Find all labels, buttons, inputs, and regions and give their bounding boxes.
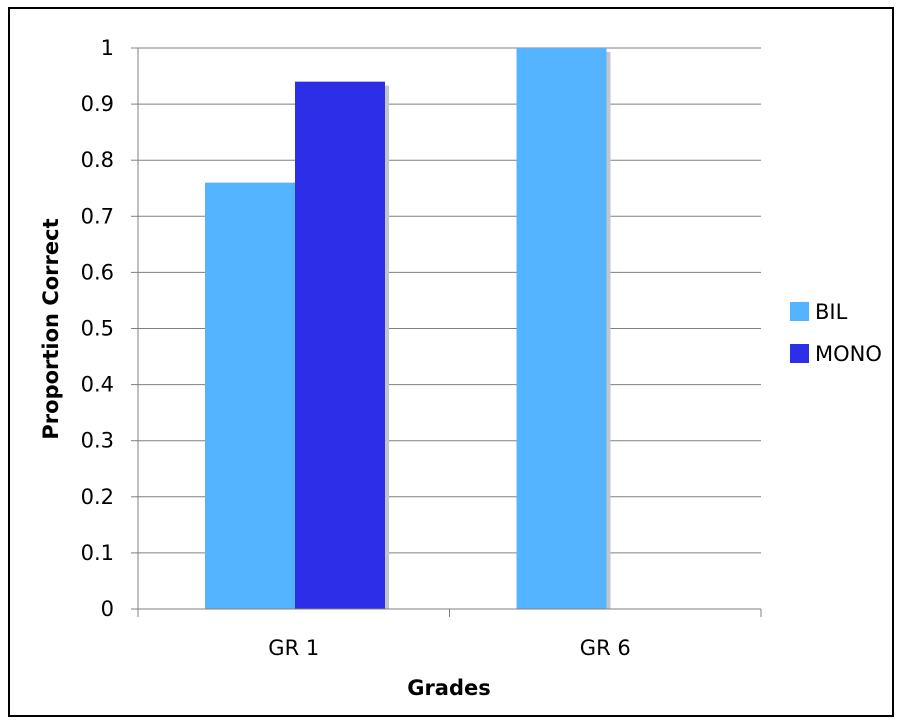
x-tick-label: GR 1 <box>268 636 319 660</box>
legend-label: MONO <box>815 342 882 366</box>
y-tick-label: 0.2 <box>81 485 114 509</box>
y-tick-labels: 0 0.1 0.2 0.3 0.4 0.5 0.6 0.7 0.8 0.9 1 <box>81 36 114 621</box>
y-tick-label: 0.9 <box>81 92 114 116</box>
x-tick-labels: GR 1 GR 6 <box>268 636 630 660</box>
y-tick-label: 0.1 <box>81 541 114 565</box>
bar-bil-gr1 <box>205 182 295 609</box>
x-tick-label: GR 6 <box>580 636 631 660</box>
bars <box>205 48 611 609</box>
y-axis-title: Proportion Correct <box>39 218 63 439</box>
legend-label: BIL <box>815 300 848 324</box>
y-tick-label: 0 <box>101 597 114 621</box>
legend-swatch <box>790 302 809 321</box>
y-tick-label: 0.7 <box>81 204 114 228</box>
y-tick-label: 0.5 <box>81 317 114 341</box>
axes <box>137 48 761 610</box>
y-tick-label: 1 <box>101 36 114 60</box>
legend: BIL MONO <box>790 300 882 366</box>
x-axis-title: Grades <box>407 676 491 700</box>
bar-bil-gr6 <box>516 48 607 609</box>
y-tick-label: 0.8 <box>81 148 114 172</box>
y-tick-label: 0.6 <box>81 260 114 284</box>
chart-frame <box>8 7 894 717</box>
y-tick-label: 0.4 <box>81 373 114 397</box>
legend-swatch <box>790 344 809 363</box>
bar-mono-gr1 <box>295 81 385 609</box>
y-tick-label: 0.3 <box>81 429 114 453</box>
